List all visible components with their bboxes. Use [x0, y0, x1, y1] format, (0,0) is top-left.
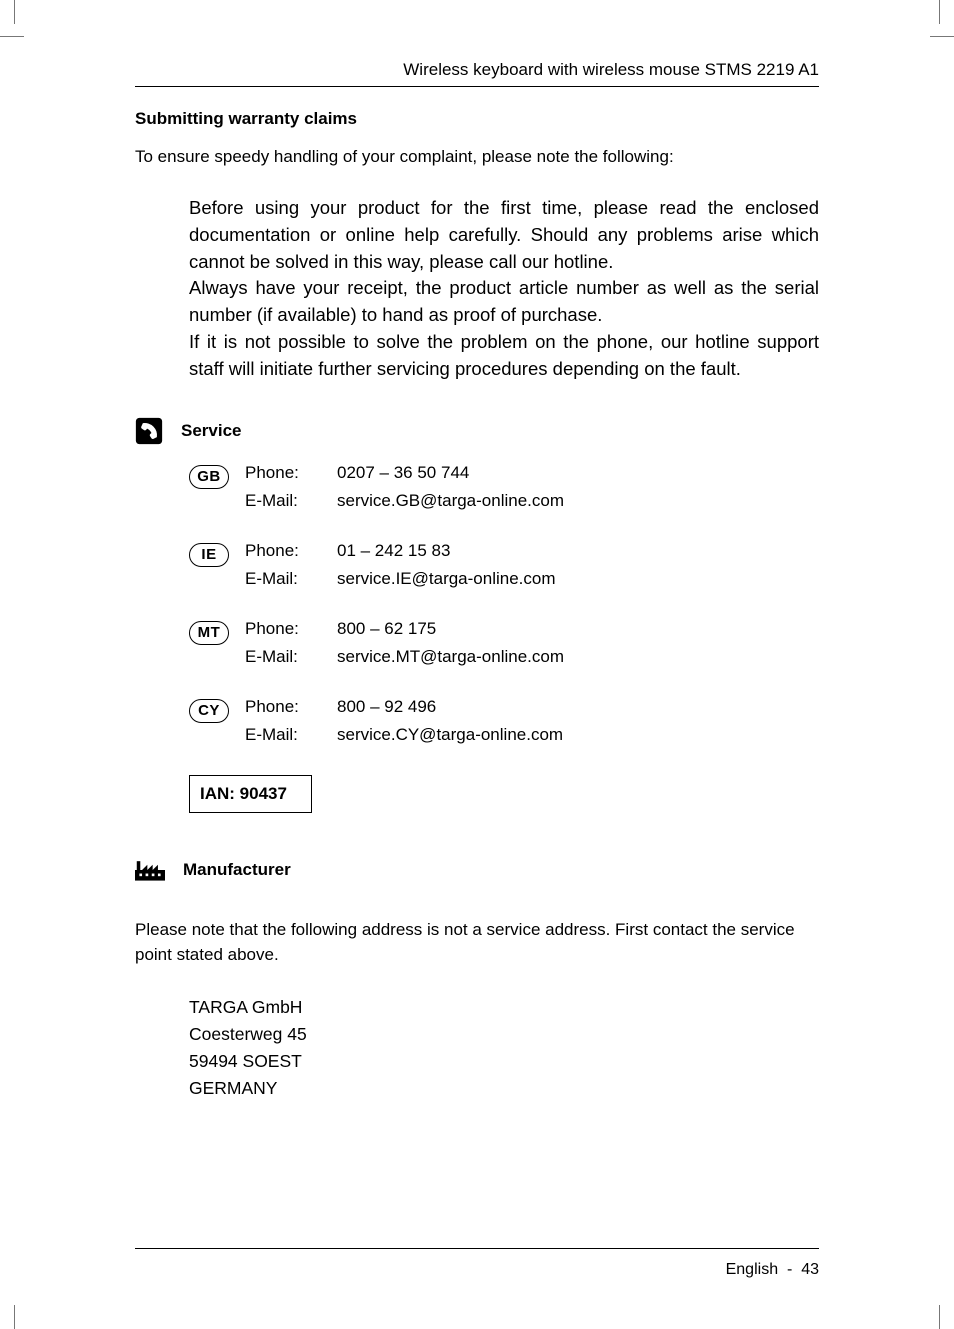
value-phone: 800 – 92 496 — [337, 697, 819, 717]
warranty-lead: To ensure speedy handling of your compla… — [135, 147, 819, 167]
label-phone: Phone: — [245, 697, 337, 717]
address-line: GERMANY — [189, 1075, 819, 1102]
service-entry-cy: CY Phone: 800 – 92 496 E-Mail: service.C… — [189, 697, 819, 745]
service-list: GB Phone: 0207 – 36 50 744 E-Mail: servi… — [189, 463, 819, 745]
value-email: service.IE@targa-online.com — [337, 569, 819, 589]
crop-mark — [930, 36, 954, 37]
factory-icon — [135, 859, 165, 881]
footer-lang: English — [726, 1261, 778, 1278]
label-phone: Phone: — [245, 619, 337, 639]
crop-mark — [939, 1305, 940, 1329]
footer-page: English - 43 — [726, 1261, 819, 1279]
country-badge: MT — [189, 621, 245, 645]
service-heading-row: Service — [135, 417, 819, 445]
value-email: service.MT@targa-online.com — [337, 647, 819, 667]
footer-sep: - — [787, 1261, 792, 1278]
value-email: service.CY@targa-online.com — [337, 725, 819, 745]
crop-mark — [939, 0, 940, 24]
label-email: E-Mail: — [245, 647, 337, 667]
value-email: service.GB@targa-online.com — [337, 491, 819, 511]
country-badge: CY — [189, 699, 245, 723]
value-phone: 0207 – 36 50 744 — [337, 463, 819, 483]
country-code: GB — [189, 465, 229, 489]
warranty-para: Before using your product for the first … — [189, 195, 819, 275]
warranty-para: If it is not possible to solve the probl… — [189, 329, 819, 383]
country-code: MT — [189, 621, 229, 645]
address-line: TARGA GmbH — [189, 994, 819, 1021]
running-header: Wireless keyboard with wireless mouse ST… — [135, 60, 819, 87]
warranty-body: Before using your product for the first … — [189, 195, 819, 383]
manufacturer-heading-row: Manufacturer — [135, 859, 819, 881]
country-badge: IE — [189, 543, 245, 567]
manufacturer-heading: Manufacturer — [183, 860, 291, 880]
footer-number: 43 — [801, 1261, 819, 1278]
phone-icon — [135, 417, 163, 445]
address-line: 59494 SOEST — [189, 1048, 819, 1075]
page-content: Wireless keyboard with wireless mouse ST… — [135, 60, 819, 1102]
warranty-heading: Submitting warranty claims — [135, 109, 819, 129]
service-entry-gb: GB Phone: 0207 – 36 50 744 E-Mail: servi… — [189, 463, 819, 511]
country-code: CY — [189, 699, 229, 723]
service-entry-mt: MT Phone: 800 – 62 175 E-Mail: service.M… — [189, 619, 819, 667]
crop-mark — [14, 1305, 15, 1329]
ian-box: IAN: 90437 — [189, 775, 312, 813]
value-phone: 800 – 62 175 — [337, 619, 819, 639]
label-email: E-Mail: — [245, 569, 337, 589]
crop-mark — [0, 36, 24, 37]
country-code: IE — [189, 543, 229, 567]
warranty-para: Always have your receipt, the product ar… — [189, 275, 819, 329]
address-line: Coesterweg 45 — [189, 1021, 819, 1048]
service-entry-ie: IE Phone: 01 – 242 15 83 E-Mail: service… — [189, 541, 819, 589]
footer-rule — [135, 1248, 819, 1249]
manufacturer-note: Please note that the following address i… — [135, 917, 819, 968]
label-email: E-Mail: — [245, 725, 337, 745]
value-phone: 01 – 242 15 83 — [337, 541, 819, 561]
label-phone: Phone: — [245, 541, 337, 561]
crop-mark — [14, 0, 15, 24]
service-heading: Service — [181, 421, 242, 441]
country-badge: GB — [189, 465, 245, 489]
manufacturer-address: TARGA GmbH Coesterweg 45 59494 SOEST GER… — [189, 994, 819, 1103]
label-email: E-Mail: — [245, 491, 337, 511]
label-phone: Phone: — [245, 463, 337, 483]
